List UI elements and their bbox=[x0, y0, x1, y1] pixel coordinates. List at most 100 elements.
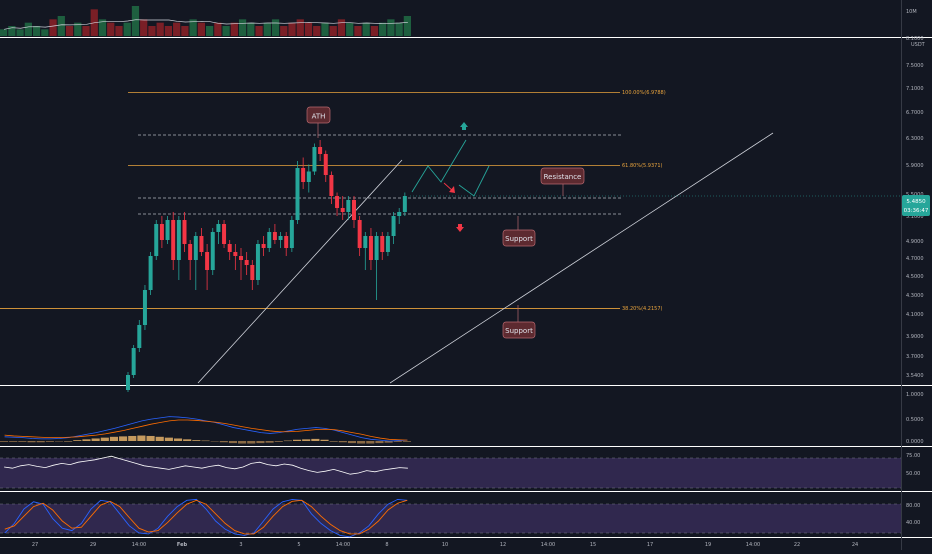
macd-hist-bar bbox=[311, 438, 320, 441]
candle-body[interactable] bbox=[318, 147, 323, 154]
candle-body[interactable] bbox=[255, 244, 260, 280]
price-candles[interactable] bbox=[126, 140, 901, 392]
candle-body[interactable] bbox=[295, 168, 300, 220]
macd-hist-bar bbox=[219, 441, 228, 443]
candle-body[interactable] bbox=[154, 224, 159, 256]
price-tick: 4.7000 bbox=[906, 256, 924, 262]
candle-body[interactable] bbox=[182, 220, 187, 244]
candle-body[interactable] bbox=[284, 236, 289, 248]
macd-hist-bar bbox=[357, 441, 366, 444]
macd-hist-bar bbox=[54, 441, 64, 442]
arrow-up-icon[interactable] bbox=[460, 122, 468, 130]
volume-bar bbox=[173, 22, 181, 36]
candle-body[interactable] bbox=[250, 265, 255, 280]
candle-body[interactable] bbox=[391, 216, 396, 236]
candle-body[interactable] bbox=[329, 175, 334, 196]
projection-path-mid[interactable] bbox=[458, 165, 490, 197]
volume-bar bbox=[379, 22, 387, 36]
candle-body[interactable] bbox=[301, 168, 306, 182]
volume-bar bbox=[263, 22, 271, 36]
time-axis[interactable]: 27 29 14:00 Feb 3 5 14:00 8 10 12 14:00 15 17 19 14:00… bbox=[32, 542, 858, 548]
candle-body[interactable] bbox=[352, 200, 356, 220]
time-label: 24 bbox=[852, 542, 858, 548]
trend-lines[interactable] bbox=[197, 132, 774, 384]
trend-line-upper[interactable] bbox=[197, 159, 403, 384]
time-label: 22 bbox=[794, 542, 800, 548]
price-tick: 3.5400 bbox=[906, 373, 924, 379]
candle-body[interactable] bbox=[188, 244, 193, 260]
candle-body[interactable] bbox=[397, 212, 402, 216]
candle-body[interactable] bbox=[385, 236, 390, 252]
support-label-lower: Support bbox=[505, 327, 533, 335]
candle-body[interactable] bbox=[239, 256, 243, 260]
macd-hist-bar bbox=[366, 441, 375, 444]
volume-bar bbox=[321, 22, 329, 36]
candle-body[interactable] bbox=[261, 244, 266, 248]
candle-body[interactable] bbox=[142, 290, 147, 325]
price-axis[interactable]: USDT 8.1000 7.5000 7.1000 6.7000 6.3000 … bbox=[902, 36, 930, 379]
horizontal-levels[interactable] bbox=[138, 134, 622, 215]
macd-hist-bar bbox=[347, 441, 357, 444]
candle-body[interactable] bbox=[165, 220, 170, 240]
ath-callout[interactable]: ATH bbox=[306, 106, 331, 138]
candle-body[interactable] bbox=[193, 236, 198, 260]
candle-body[interactable] bbox=[126, 375, 130, 390]
candle-body[interactable] bbox=[244, 260, 249, 265]
macd-hist-bar bbox=[100, 437, 109, 441]
macd-hist-bar bbox=[338, 441, 347, 443]
candle-body[interactable] bbox=[216, 224, 221, 232]
support-callout-lower[interactable]: Support bbox=[502, 305, 536, 339]
candle-body[interactable] bbox=[171, 220, 176, 260]
support-callout-upper[interactable]: Support bbox=[502, 216, 536, 247]
candle-body[interactable] bbox=[312, 147, 317, 172]
candle-body[interactable] bbox=[402, 196, 407, 212]
candle-body[interactable] bbox=[233, 252, 238, 256]
time-label: 10 bbox=[442, 542, 448, 548]
candle-body[interactable] bbox=[267, 232, 272, 248]
candle-body[interactable] bbox=[323, 154, 328, 175]
candle-body[interactable] bbox=[176, 220, 181, 260]
resistance-callout[interactable]: Resistance bbox=[540, 167, 585, 196]
volume-bar bbox=[337, 19, 346, 36]
arrow-down-icon[interactable] bbox=[456, 224, 464, 232]
projection-paths[interactable] bbox=[411, 139, 490, 197]
projection-path-up[interactable] bbox=[411, 139, 467, 193]
price-tick: 6.3000 bbox=[906, 136, 924, 142]
candle-body[interactable] bbox=[340, 208, 345, 212]
macd-hist-bar bbox=[292, 439, 302, 441]
macd-hist-bar bbox=[238, 441, 247, 444]
candle-body[interactable] bbox=[131, 348, 136, 375]
candle-body[interactable] bbox=[306, 171, 311, 183]
candle-body[interactable] bbox=[346, 200, 351, 212]
volume-tick-10m: 10M bbox=[906, 9, 917, 15]
candle-body[interactable] bbox=[148, 256, 153, 290]
candle-body[interactable] bbox=[380, 236, 385, 252]
macd-hist-bar bbox=[375, 441, 384, 444]
trend-line-lower[interactable] bbox=[389, 132, 774, 384]
candle-body[interactable] bbox=[289, 220, 294, 248]
candle-body[interactable] bbox=[335, 196, 340, 208]
candle-body[interactable] bbox=[199, 236, 204, 252]
candle-body[interactable] bbox=[272, 232, 277, 240]
candle-body[interactable] bbox=[159, 224, 164, 240]
candle-body[interactable] bbox=[363, 236, 368, 248]
candle-body[interactable] bbox=[137, 325, 142, 348]
time-label: 12 bbox=[500, 542, 506, 548]
volume-bar bbox=[8, 26, 16, 36]
volume-bar bbox=[280, 26, 288, 36]
candle-body[interactable] bbox=[227, 244, 232, 252]
candle-body[interactable] bbox=[205, 252, 210, 270]
candle-body[interactable] bbox=[357, 220, 362, 248]
candle-body[interactable] bbox=[210, 232, 215, 270]
fib-retracement[interactable]: 100.00%(6.9788) 61.80%(5.9371) 38.20%(4.… bbox=[0, 90, 666, 312]
macd-hist-bar bbox=[9, 441, 18, 442]
candle-body[interactable] bbox=[278, 236, 283, 240]
candle-body[interactable] bbox=[222, 224, 227, 244]
macd-hist-bar bbox=[36, 441, 45, 443]
volume-bar bbox=[156, 22, 164, 36]
stoch-tick: 40.00 bbox=[906, 520, 920, 526]
candle-body[interactable] bbox=[368, 236, 373, 260]
candle-body[interactable] bbox=[374, 236, 379, 260]
